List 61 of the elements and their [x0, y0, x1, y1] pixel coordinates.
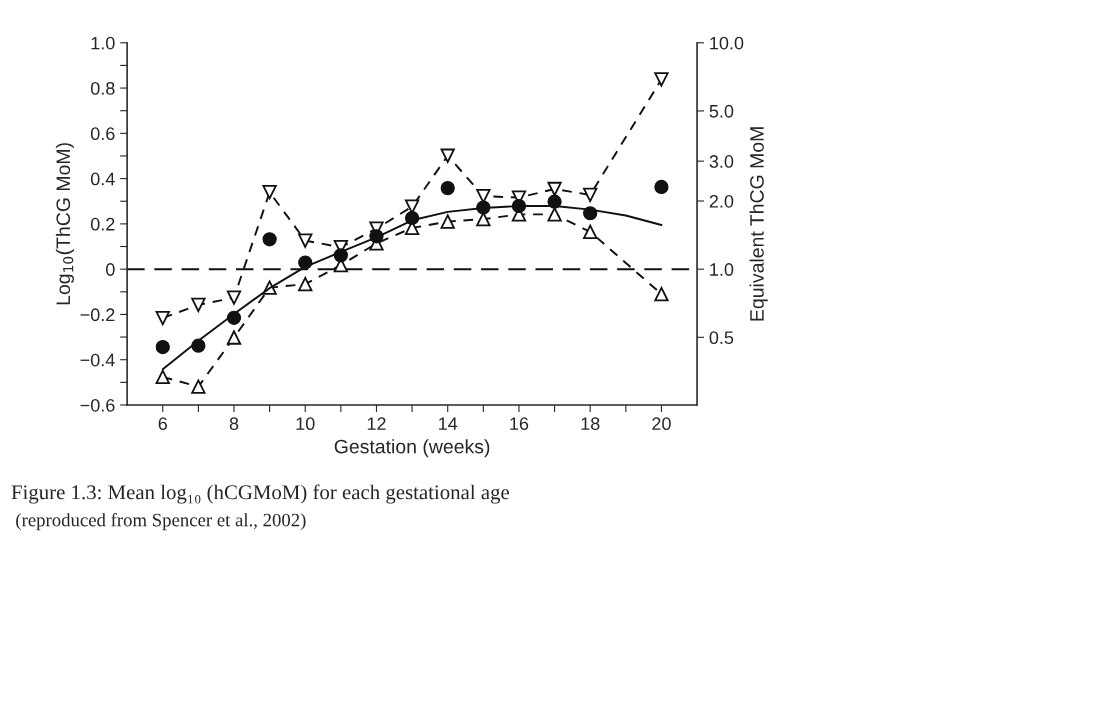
point	[547, 207, 562, 222]
point	[298, 233, 313, 248]
x-tick-label: 8	[229, 417, 239, 431]
y-tick-label: −0.4	[80, 353, 115, 367]
y-tick-label: 0.6	[90, 127, 115, 141]
point	[440, 148, 455, 163]
point	[298, 276, 313, 292]
point	[583, 224, 598, 239]
text: (reproduced from Spencer et al., 2002)	[16, 512, 306, 531]
y2-axis-title: Equivalent ThCG MoM	[749, 127, 768, 321]
point	[583, 187, 598, 203]
point	[404, 199, 420, 214]
point	[262, 232, 277, 247]
point	[333, 248, 348, 263]
point	[155, 369, 170, 385]
caption: Figure 1.3: Mean log₁₀ (hCGMoM) for each gestational age	[11, 484, 510, 504]
y-axis-title: Log$_{10}$(ThCG MoM)	[55, 143, 74, 305]
y-tick-label: 0	[106, 263, 115, 276]
point	[226, 310, 242, 325]
point	[191, 297, 206, 313]
y-tick-label: −0.6	[80, 398, 115, 412]
x-tick-label: 20	[652, 417, 671, 431]
point	[583, 206, 598, 221]
point	[404, 210, 420, 226]
point	[155, 310, 170, 326]
point	[511, 198, 527, 214]
point	[226, 290, 242, 305]
y2-tick-label: 2.0	[709, 194, 734, 208]
y2-tick-label: 10.0	[710, 36, 744, 50]
point	[547, 181, 562, 197]
y-tick-label: 1.0	[91, 36, 115, 50]
x-tick-label: 14	[439, 417, 458, 430]
point	[369, 229, 384, 244]
point	[262, 185, 277, 200]
y2-tick-label: 3.0	[709, 155, 734, 168]
x-tick-label: 10	[296, 417, 315, 431]
x-tick-label: 18	[581, 417, 600, 431]
y-tick-label: 0.8	[90, 81, 115, 95]
y2-tick-label: 5.0	[709, 104, 734, 118]
point	[440, 214, 455, 229]
y-tick-label: 0.4	[90, 172, 115, 186]
point	[298, 255, 313, 270]
point	[191, 338, 206, 353]
x-tick-label: 6	[158, 417, 167, 431]
y2-tick-label: 0.5	[709, 331, 734, 345]
point	[654, 72, 669, 87]
x-tick-label: 12	[367, 417, 386, 430]
x-axis-title: Gestation (weeks)	[334, 439, 490, 458]
point	[155, 339, 170, 355]
point	[547, 194, 562, 209]
point	[191, 379, 206, 394]
x-tick-label: 16	[510, 417, 529, 431]
point	[476, 188, 491, 204]
point	[654, 286, 669, 302]
y-tick-label: 0.2	[90, 217, 115, 231]
point	[440, 181, 455, 196]
point	[654, 179, 669, 195]
point	[476, 200, 491, 215]
y-tick-label: −0.2	[80, 308, 115, 322]
y2-tick-label: 1.0	[710, 263, 734, 276]
point	[226, 330, 242, 345]
